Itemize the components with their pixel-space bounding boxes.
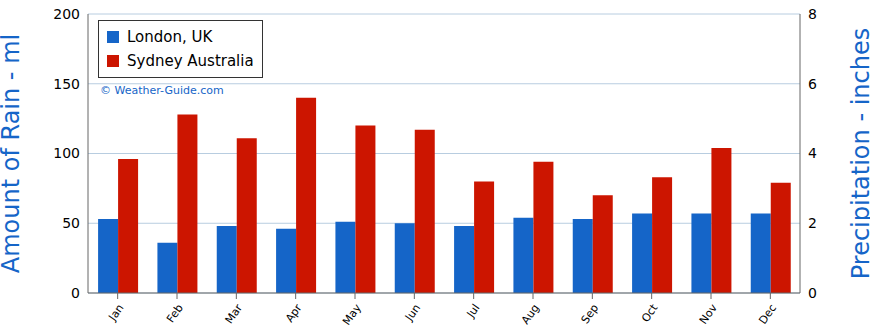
svg-text:0: 0 <box>71 285 80 301</box>
svg-text:Jul: Jul <box>464 302 483 321</box>
svg-text:Aug: Aug <box>519 302 542 327</box>
html-text:Sydney Australia: Sydney Australia <box>127 52 254 70</box>
svg-text:Nov: Nov <box>697 301 720 326</box>
svg-text:Jan: Jan <box>106 302 127 324</box>
html-text:© Weather-Guide.com: © Weather-Guide.com <box>100 84 224 97</box>
svg-text:6: 6 <box>808 76 817 92</box>
svg-text:0: 0 <box>808 285 817 301</box>
svg-text:2: 2 <box>808 215 817 231</box>
svg-text:Apr: Apr <box>283 301 305 324</box>
svg-text:Sep: Sep <box>579 302 602 326</box>
svg-text:200: 200 <box>53 6 80 22</box>
svg-text:150: 150 <box>53 76 80 92</box>
svg-text:Mar: Mar <box>223 301 246 326</box>
svg-text:Feb: Feb <box>164 302 186 325</box>
svg-text:Dec: Dec <box>756 302 779 327</box>
svg-text:4: 4 <box>808 145 817 161</box>
svg-text:100: 100 <box>53 145 80 161</box>
svg-text:Precipitation - inches: Precipitation - inches <box>847 28 870 279</box>
svg-text:Jun: Jun <box>402 302 423 324</box>
svg-text:Amount of Rain - ml: Amount of Rain - ml <box>0 34 25 273</box>
html-text:London, UK: London, UK <box>127 28 213 46</box>
svg-text:50: 50 <box>62 215 80 231</box>
svg-text:Oct: Oct <box>639 301 661 325</box>
svg-text:8: 8 <box>808 6 817 22</box>
svg-text:May: May <box>340 301 364 327</box>
